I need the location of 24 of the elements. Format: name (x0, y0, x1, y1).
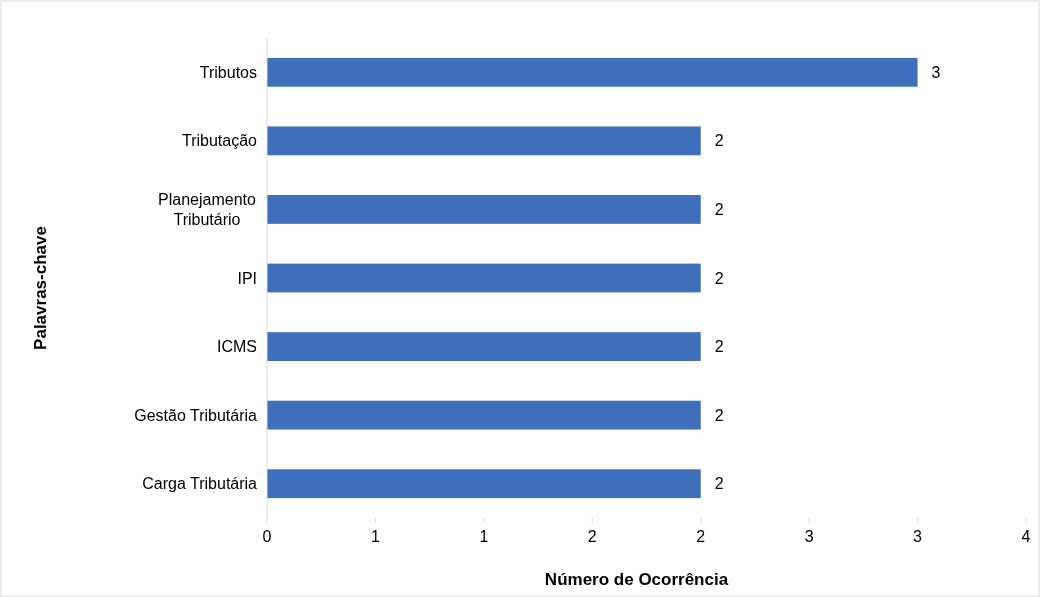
y-tick-label: IPI (237, 269, 257, 287)
data-label: 2 (714, 338, 724, 356)
y-tick-label: Carga Tributária (142, 475, 258, 493)
y-axis-title: Palavras-chave (31, 226, 50, 350)
x-tick-label: 4 (1021, 528, 1031, 545)
data-label: 2 (714, 269, 724, 287)
y-tick-label: ICMS (217, 338, 257, 356)
y-tick-label: Tributação (182, 132, 258, 150)
x-tick-label: 0 (262, 528, 272, 545)
x-tick-label: 3 (913, 528, 923, 545)
x-tick-label: 2 (696, 528, 706, 545)
x-tick-label: 1 (479, 528, 489, 545)
data-label: 2 (714, 132, 724, 150)
data-label: 3 (931, 63, 941, 81)
data-label: 2 (714, 201, 724, 219)
y-tick-label: Gestão Tributária (134, 406, 258, 424)
y-tick-label: Planejamento Tributário (158, 191, 257, 229)
x-axis-title: Número de Ocorrência (544, 570, 729, 589)
data-label: 2 (714, 406, 724, 424)
data-label: 2 (714, 475, 724, 493)
x-tick-label: 3 (804, 528, 814, 545)
x-tick-label: 2 (587, 528, 597, 545)
x-tick-label: 1 (370, 528, 380, 545)
y-tick-label: Tributos (199, 63, 257, 81)
